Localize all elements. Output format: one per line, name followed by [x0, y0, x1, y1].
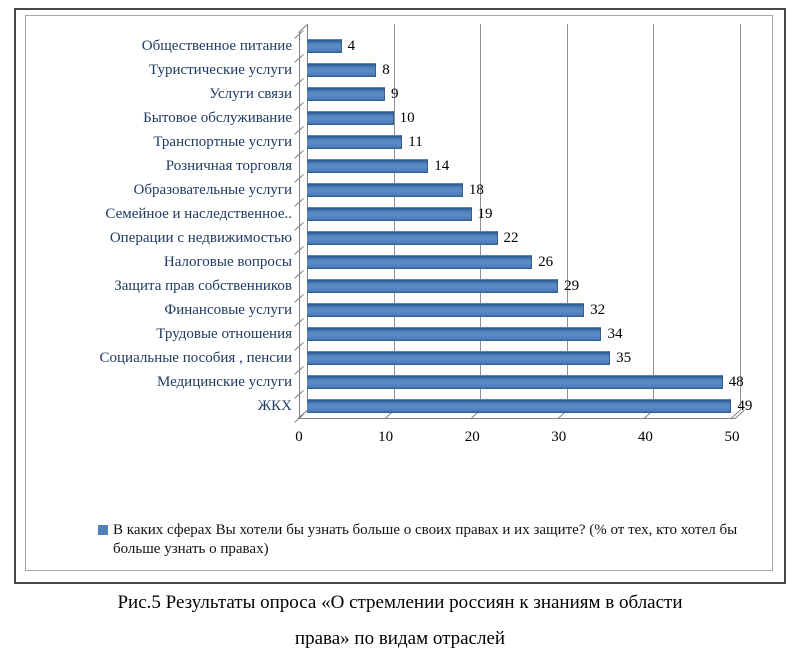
- x-tick-label: 50: [724, 429, 740, 445]
- bar: [307, 399, 732, 413]
- category-label: Транспортные услуги: [153, 134, 292, 150]
- value-label: 49: [737, 398, 753, 414]
- bar: [307, 39, 342, 53]
- x-gridline: [740, 24, 741, 410]
- category-label: Бытовое обслуживание: [143, 110, 292, 126]
- bar: [307, 375, 723, 389]
- x-tick-label: 40: [637, 429, 653, 445]
- bar: [307, 207, 472, 221]
- category-label: Защита прав собственников: [114, 278, 292, 294]
- x-gridline: [653, 24, 655, 410]
- value-label: 32: [590, 302, 606, 318]
- bar: [307, 159, 429, 173]
- x-tick-label: 20: [464, 429, 480, 445]
- value-label: 4: [347, 38, 356, 54]
- x-tick-label: 30: [551, 429, 567, 445]
- caption-line-2: права» по видам отраслей: [294, 628, 506, 649]
- bar: [307, 327, 602, 341]
- x-tick-label: 0: [295, 429, 303, 445]
- bar: [307, 303, 585, 317]
- category-label: Семейное и наследственное..: [105, 206, 292, 222]
- category-label: Операции с недвижимостью: [109, 230, 292, 246]
- x-axis-baseline: [299, 418, 735, 419]
- value-label: 8: [382, 62, 390, 78]
- value-label: 11: [408, 134, 423, 150]
- category-label: Услуги связи: [209, 86, 292, 102]
- legend-label: В каких сферах Вы хотели бы узнать больш…: [113, 522, 738, 557]
- bar: [307, 87, 385, 101]
- value-label: 9: [390, 86, 399, 102]
- value-label: 29: [564, 278, 580, 294]
- bar: [307, 255, 533, 269]
- category-label: ЖКХ: [257, 398, 292, 414]
- bar: [307, 183, 463, 197]
- bar: [307, 63, 377, 77]
- x-gridline: [566, 24, 568, 410]
- value-label: 14: [434, 158, 450, 174]
- category-label: Трудовые отношения: [156, 326, 292, 342]
- value-label: 19: [477, 206, 493, 222]
- chart-figure-frame: 0 10 20 30 40 50 Общественное питание 4 Туристич…: [14, 8, 786, 584]
- bar: [307, 351, 611, 365]
- category-label: Социальные пособия , пенсии: [99, 350, 292, 366]
- value-label: 48: [728, 374, 744, 390]
- x-tick-label: 10: [378, 429, 394, 445]
- figure-caption: Рис.5 Результаты опроса «О стремлении ро…: [0, 588, 800, 654]
- bar: [307, 135, 403, 149]
- x-gridline: [480, 24, 482, 410]
- category-label: Налоговые вопросы: [163, 254, 292, 270]
- bar: [307, 279, 559, 293]
- category-label: Образовательные услуги: [133, 182, 293, 198]
- value-label: 10: [399, 110, 415, 126]
- category-label: Общественное питание: [141, 38, 292, 54]
- bar: [307, 111, 394, 125]
- category-label: Розничная торговля: [165, 158, 292, 174]
- bar: [307, 231, 498, 245]
- value-label: 35: [616, 350, 632, 366]
- value-label: 34: [607, 326, 623, 342]
- value-label: 22: [503, 230, 519, 246]
- legend: В каких сферах Вы хотели бы узнать больш…: [98, 521, 774, 559]
- chart-inner-frame: [25, 15, 773, 571]
- category-label: Туристические услуги: [149, 62, 292, 78]
- value-label: 18: [468, 182, 484, 198]
- value-label: 26: [538, 254, 554, 270]
- legend-swatch-icon: [98, 525, 108, 535]
- caption-line-1: Рис.5 Результаты опроса «О стремлении ро…: [117, 592, 683, 613]
- category-label: Медицинские услуги: [156, 374, 292, 390]
- category-label: Финансовые услуги: [164, 302, 292, 318]
- bar-chart-plot: 0 10 20 30 40 50 Общественное питание 4 Туристич…: [16, 10, 784, 582]
